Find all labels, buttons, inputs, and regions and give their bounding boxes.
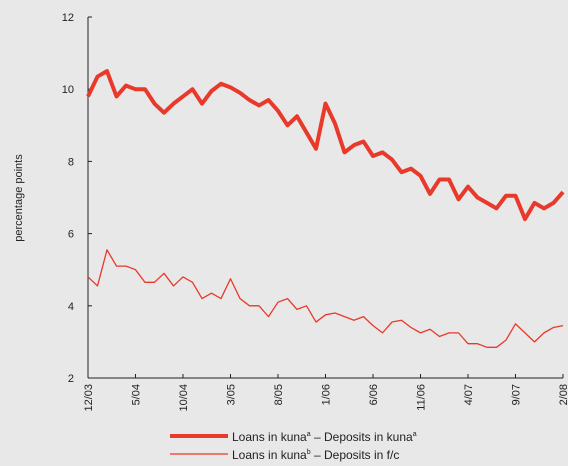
x-tick-label: 2/08 (558, 384, 568, 405)
legend-label: Loans in kunab – Deposits in f/c (232, 448, 399, 462)
legend-text: b (307, 449, 311, 456)
legend-text: Loans in kuna (232, 448, 307, 462)
x-tick-label: 9/07 (511, 384, 523, 405)
series-line (87, 249, 564, 348)
x-tick-label: 11/06 (416, 384, 428, 411)
legend-label: Loans in kunaa – Deposits in kunaa (232, 430, 417, 444)
x-tick-label: 12/03 (83, 384, 95, 412)
y-tick-label: 8 (68, 156, 74, 168)
x-tick-label: 3/05 (226, 384, 238, 405)
legend-text: a (413, 431, 417, 438)
y-tick-label: 4 (68, 301, 74, 313)
x-tick-label: 5/04 (131, 384, 143, 405)
series-line (86, 69, 565, 222)
legend-text: – Deposits in kuna (311, 430, 413, 444)
legend-text: Loans in kuna (232, 430, 307, 444)
x-tick-label: 1/06 (321, 384, 333, 405)
y-axis-label: percentage points (13, 154, 25, 242)
x-tick-label: 8/05 (273, 384, 285, 405)
x-tick-label: 10/04 (178, 384, 190, 412)
y-tick-label: 10 (62, 84, 74, 96)
legend-text: a (307, 431, 311, 438)
y-tick-label: 6 (68, 229, 74, 241)
y-tick-label: 2 (68, 373, 74, 385)
x-tick-label: 4/07 (463, 384, 475, 405)
x-tick-label: 6/06 (368, 384, 380, 405)
y-tick-label: 12 (62, 12, 74, 24)
legend-text: – Deposits in f/c (311, 448, 400, 462)
